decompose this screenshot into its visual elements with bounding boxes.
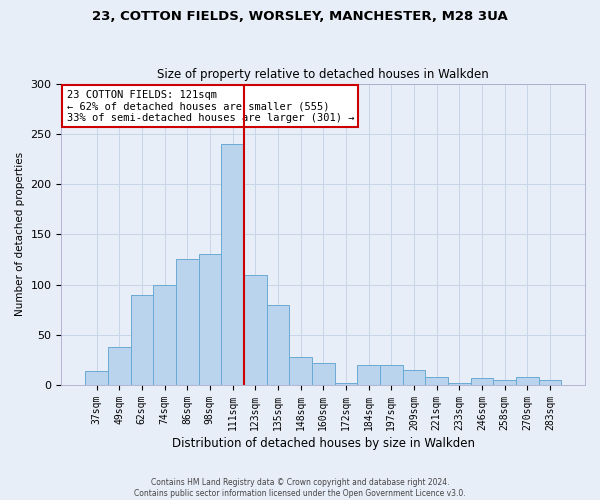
Bar [289, 357, 312, 385]
Bar [470, 378, 493, 385]
Bar [108, 347, 131, 385]
Bar [153, 284, 176, 385]
Bar [131, 294, 153, 385]
Bar [335, 383, 357, 385]
Bar [493, 380, 516, 385]
Bar [425, 377, 448, 385]
Bar [312, 363, 335, 385]
Bar [266, 304, 289, 385]
Bar [244, 274, 266, 385]
Text: 23, COTTON FIELDS, WORSLEY, MANCHESTER, M28 3UA: 23, COTTON FIELDS, WORSLEY, MANCHESTER, … [92, 10, 508, 23]
Bar [539, 380, 561, 385]
Bar [403, 370, 425, 385]
Bar [516, 377, 539, 385]
Bar [85, 371, 108, 385]
Bar [380, 365, 403, 385]
Title: Size of property relative to detached houses in Walkden: Size of property relative to detached ho… [157, 68, 489, 81]
Y-axis label: Number of detached properties: Number of detached properties [15, 152, 25, 316]
Bar [176, 260, 199, 385]
Bar [357, 365, 380, 385]
Bar [199, 254, 221, 385]
Text: Contains HM Land Registry data © Crown copyright and database right 2024.
Contai: Contains HM Land Registry data © Crown c… [134, 478, 466, 498]
Bar [221, 144, 244, 385]
Bar [448, 383, 470, 385]
Text: 23 COTTON FIELDS: 121sqm
← 62% of detached houses are smaller (555)
33% of semi-: 23 COTTON FIELDS: 121sqm ← 62% of detach… [67, 90, 354, 123]
X-axis label: Distribution of detached houses by size in Walkden: Distribution of detached houses by size … [172, 437, 475, 450]
